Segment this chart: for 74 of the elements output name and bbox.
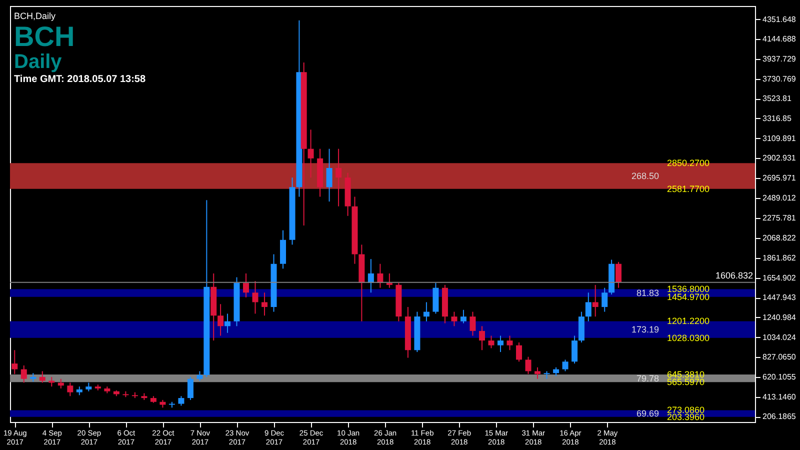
y-tick-label: 827.0650 bbox=[762, 352, 796, 362]
candlestick bbox=[478, 326, 485, 351]
candlestick bbox=[497, 335, 504, 353]
candlestick bbox=[252, 280, 258, 314]
y-tick-label: 4144.688 bbox=[762, 34, 796, 44]
candlestick bbox=[460, 309, 466, 324]
candlestick bbox=[423, 302, 430, 322]
candlestick bbox=[39, 370, 46, 384]
annotation: BCH,Daily bbox=[14, 11, 56, 21]
candlestick bbox=[534, 366, 541, 380]
candlestick bbox=[615, 261, 622, 288]
y-tick-label: 3523.81 bbox=[762, 94, 792, 104]
y-tick-label: 2275.781 bbox=[762, 214, 796, 223]
annotation: 1028.0300 bbox=[667, 332, 710, 343]
annotation: Time GMT: 2018.05.07 13:58 bbox=[14, 74, 146, 85]
y-tick-label: 3730.769 bbox=[762, 74, 796, 84]
candlestick bbox=[242, 272, 249, 298]
candlestick bbox=[20, 364, 27, 384]
annotation: 1536.8000 bbox=[667, 284, 710, 294]
candlestick bbox=[218, 304, 224, 336]
band-label: 79.78 bbox=[636, 373, 659, 384]
candlestick bbox=[525, 356, 532, 375]
candlestick bbox=[224, 313, 230, 334]
text: BCH bbox=[14, 21, 75, 52]
candlestick bbox=[592, 284, 598, 318]
band-label: 173.19 bbox=[631, 324, 659, 335]
y-tick-label: 2902.931 bbox=[762, 154, 796, 163]
candlestick bbox=[386, 272, 392, 288]
annotation: 565.5970 bbox=[667, 377, 705, 388]
y-tick-label: 2489.012 bbox=[762, 193, 796, 202]
annotation: 1201.2200 bbox=[667, 316, 710, 326]
candlestick bbox=[488, 335, 494, 349]
y-tick-label: 2068.822 bbox=[762, 234, 796, 243]
band-label: 69.69 bbox=[636, 408, 659, 419]
y-tick-label: 206.1865 bbox=[762, 412, 796, 422]
candlestick bbox=[506, 335, 513, 351]
ref-line-label: 1606.832 bbox=[715, 270, 753, 280]
y-tick-label: 1447.943 bbox=[762, 293, 796, 302]
candlestick bbox=[562, 359, 568, 372]
y-tick-label: 4351.648 bbox=[762, 14, 796, 24]
annotation: 1454.9700 bbox=[667, 292, 710, 302]
candlestick bbox=[187, 376, 194, 400]
candlestick bbox=[326, 148, 332, 202]
text: Daily bbox=[14, 51, 63, 73]
y-tick-label: 3937.729 bbox=[762, 54, 796, 64]
y-tick-label: 620.1055 bbox=[762, 372, 796, 382]
candlestick bbox=[602, 287, 608, 312]
candlestick bbox=[196, 370, 203, 382]
candlestick bbox=[12, 350, 18, 375]
band-label: 81.83 bbox=[636, 288, 659, 298]
candlestick bbox=[336, 148, 342, 207]
y-tick-label: 3316.85 bbox=[762, 114, 792, 123]
y-tick-label: 1861.862 bbox=[762, 253, 796, 262]
candlestick bbox=[470, 311, 476, 336]
candlestick bbox=[262, 292, 268, 316]
candlestick bbox=[280, 230, 286, 270]
y-tick-label: 3109.891 bbox=[762, 134, 796, 143]
candlestick bbox=[58, 378, 64, 389]
candlestick bbox=[432, 282, 439, 314]
y-tick-label: 2695.971 bbox=[762, 173, 796, 182]
candlestick bbox=[308, 129, 314, 178]
y-tick-label: 1034.024 bbox=[762, 332, 796, 342]
candlestick bbox=[516, 342, 522, 362]
band-label: 268.50 bbox=[631, 171, 659, 182]
candlestick bbox=[578, 311, 584, 343]
candlestick bbox=[178, 396, 184, 406]
candlestick bbox=[544, 370, 550, 380]
candlestick bbox=[451, 311, 458, 327]
candlestick bbox=[67, 382, 74, 397]
candlestick bbox=[572, 335, 578, 364]
y-tick-label: 1654.902 bbox=[762, 273, 796, 282]
y-tick-label: 413.1460 bbox=[762, 392, 796, 402]
y-tick-label: 1240.984 bbox=[762, 312, 796, 322]
candlestick bbox=[585, 292, 592, 322]
